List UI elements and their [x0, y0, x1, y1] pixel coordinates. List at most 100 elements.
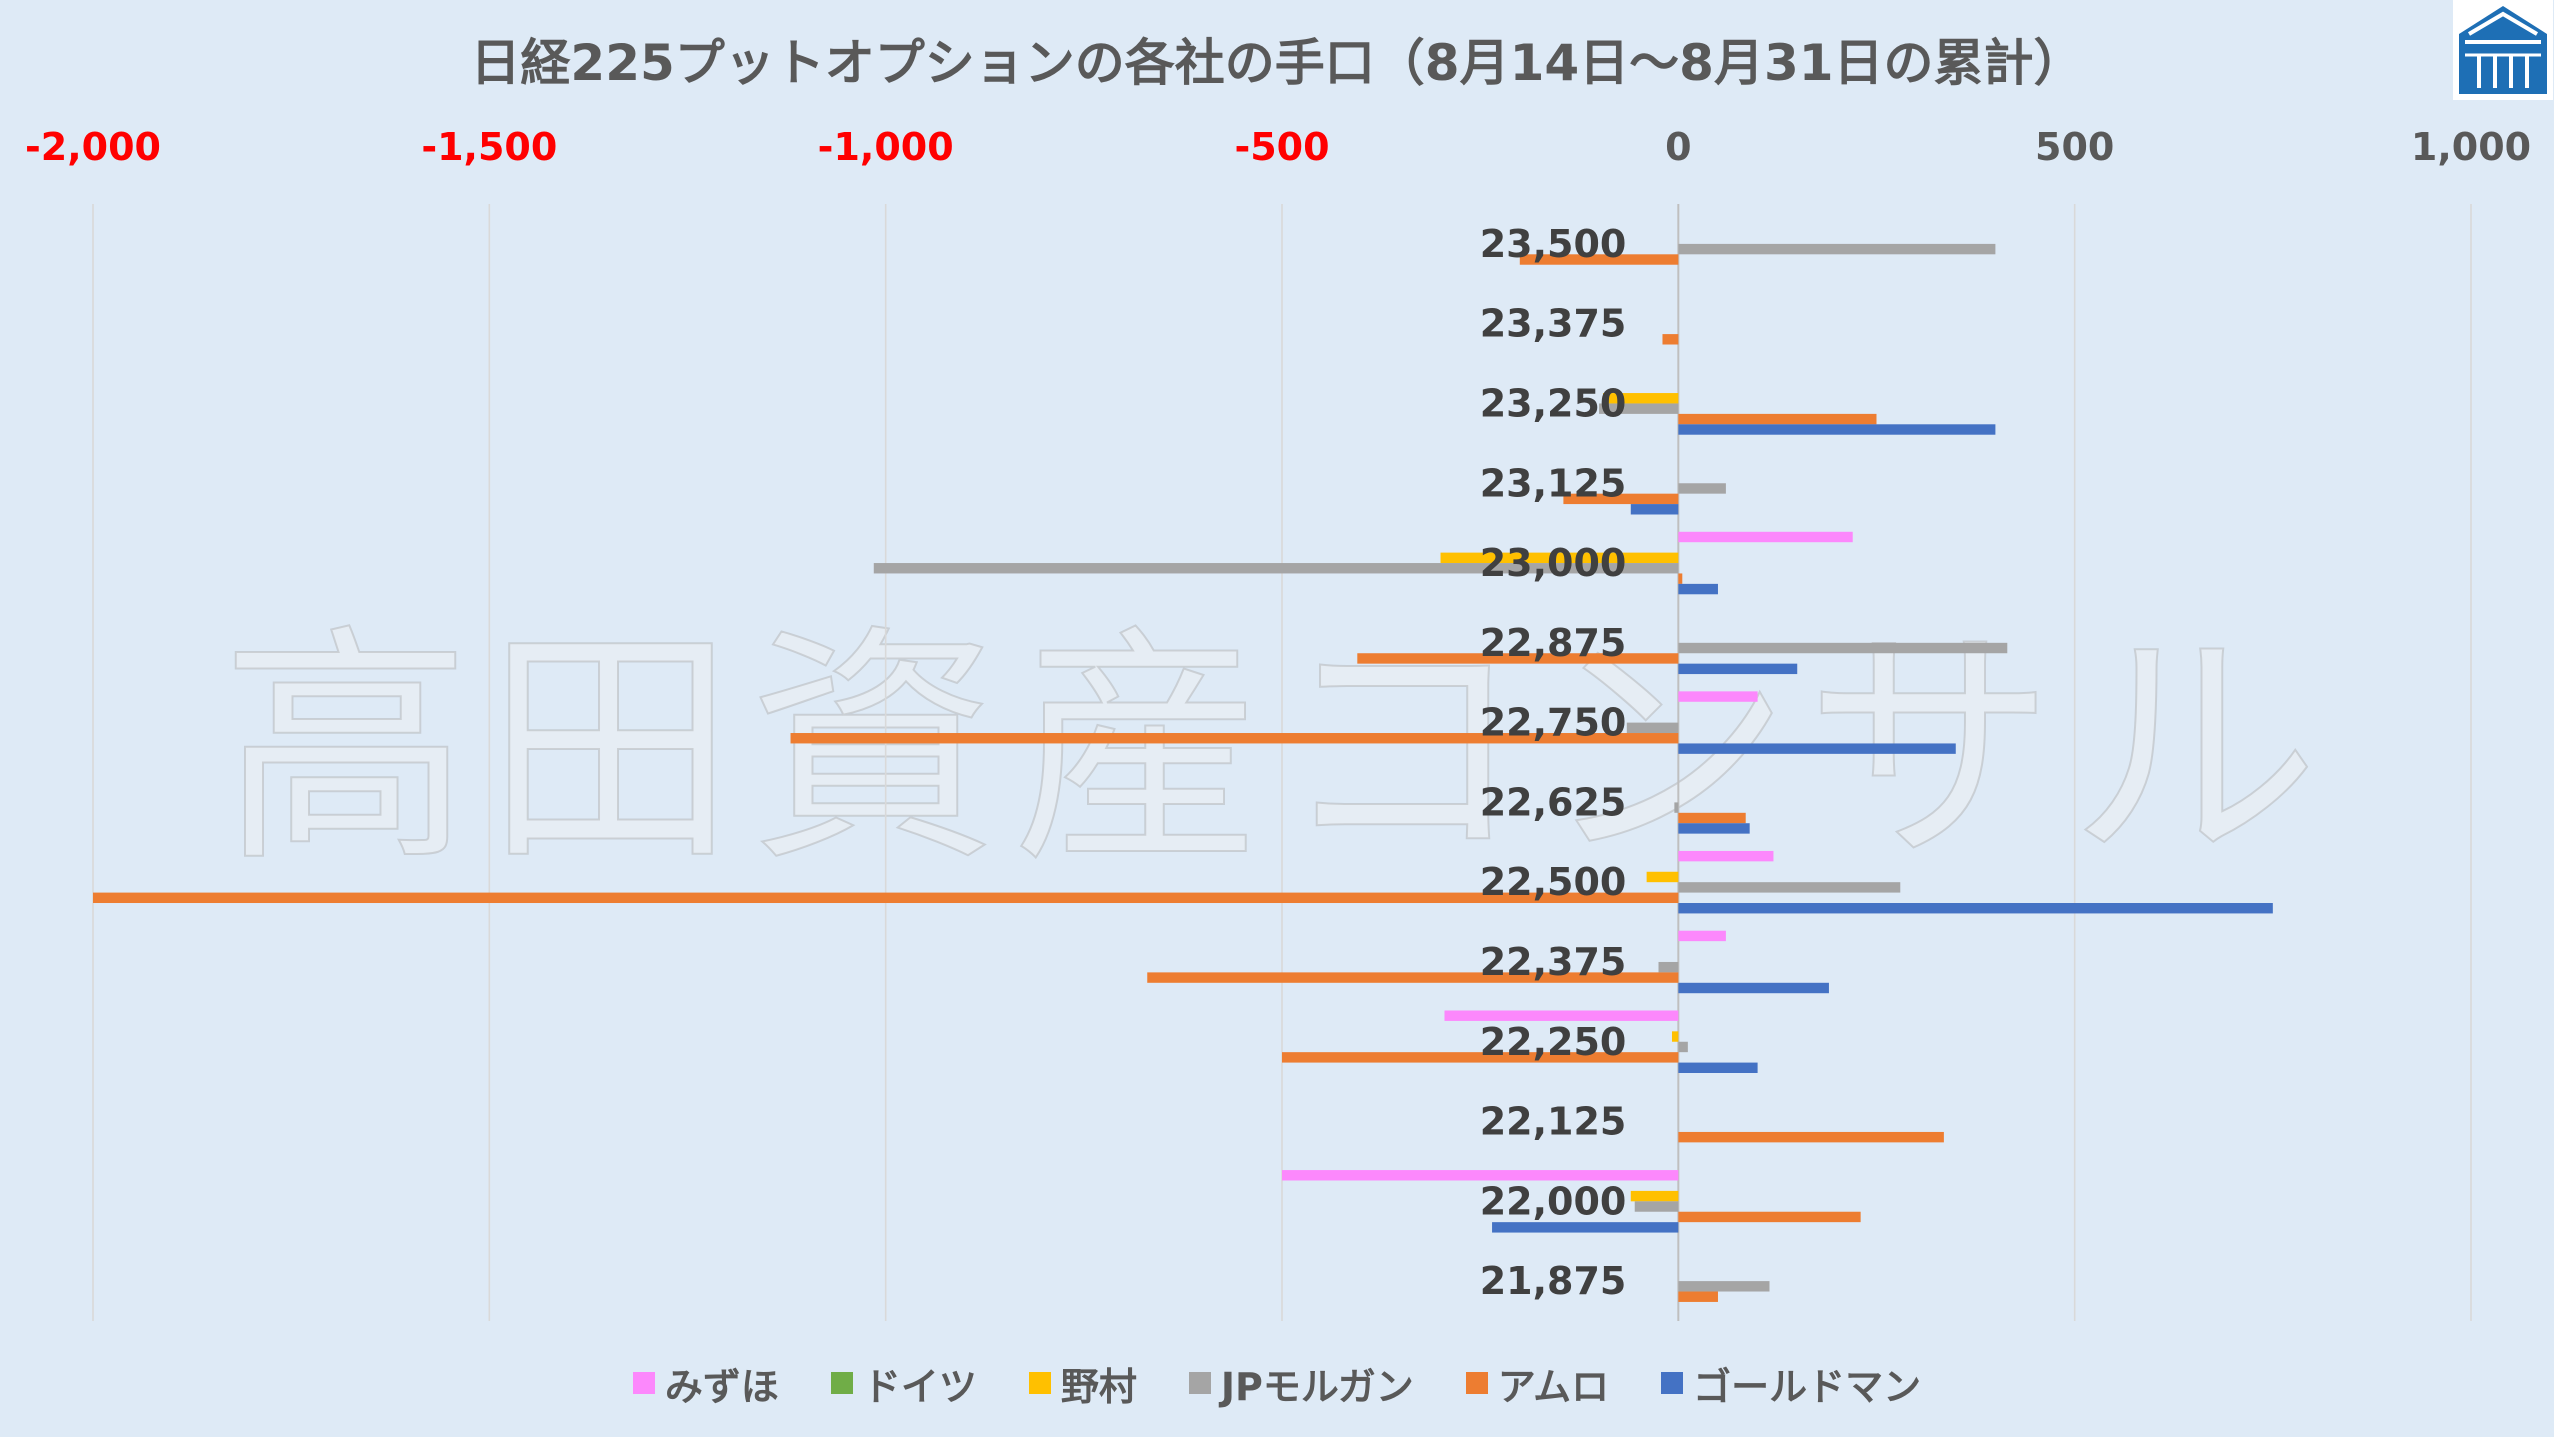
category-label: 23,125 [1480, 461, 1627, 505]
bar-goldman-6 [1678, 743, 1956, 754]
bar-mizuho-10 [1444, 1010, 1679, 1021]
bar-nomura-8 [1646, 871, 1679, 883]
bar-jpmorgan-3 [1678, 483, 1726, 494]
category-label: 22,875 [1480, 621, 1627, 665]
bar-mizuho-8 [1678, 850, 1774, 862]
legend-swatch-jpmorgan [1188, 1372, 1211, 1394]
category-label: 23,500 [1480, 222, 1627, 266]
logo [2453, 0, 2553, 100]
legend-item-mizuho: みずほ [632, 1356, 779, 1411]
bar-jpmorgan-2 [1599, 403, 1679, 414]
bar-nomura-12 [1630, 1190, 1679, 1202]
category-label: 22,625 [1480, 780, 1627, 824]
bar-goldman-3 [1630, 504, 1679, 515]
bar-jpmorgan-9 [1658, 961, 1679, 973]
legend-item-deutsche: ドイツ [830, 1356, 977, 1411]
series-nomura [1440, 393, 1679, 1202]
series-goldman [1492, 424, 2273, 1233]
legend-swatch-nomura [1028, 1372, 1051, 1394]
bar-mizuho-6 [1678, 691, 1758, 702]
bar-jpmorgan-4 [873, 563, 1679, 574]
bar-nomura-4 [1440, 552, 1679, 564]
bar-amro-0 [1519, 254, 1679, 265]
bar-amro-6 [790, 733, 1679, 744]
legend-swatch-deutsche [830, 1372, 853, 1394]
bar-mizuho-4 [1678, 531, 1853, 543]
bar-goldman-5 [1678, 663, 1798, 675]
bar-mizuho-9 [1678, 930, 1726, 942]
legend-item-goldman: ゴールドマン [1661, 1356, 1921, 1411]
series-mizuho [1282, 531, 1853, 1181]
category-label: 22,750 [1480, 701, 1627, 745]
legend-item-amro: アムロ [1465, 1356, 1610, 1411]
category-label: 22,250 [1480, 1020, 1627, 1064]
bar-goldman-4 [1678, 583, 1718, 595]
x-tick-label: -500 [1234, 125, 1329, 169]
bar-goldman-2 [1678, 424, 1996, 435]
bar-jpmorgan-8 [1678, 882, 1901, 893]
value-axis: -2,000 -1,500 -1,000 -500 0 500 1,000 [25, 125, 2531, 169]
bar-jpmorgan-12 [1634, 1201, 1679, 1212]
category-label: 21,875 [1480, 1259, 1627, 1303]
bar-goldman-7 [1678, 823, 1750, 834]
building-icon [2459, 6, 2547, 94]
x-tick-label: -1,500 [421, 125, 557, 169]
bars [93, 243, 2273, 1302]
legend-label-jpmorgan: JPモルガン [1220, 1364, 1414, 1409]
bar-amro-1 [1662, 334, 1679, 345]
chart-title: 日経225プットオプションの各社の手口（8月14日～8月31日の累計） [470, 34, 2084, 92]
bar-jpmorgan-5 [1678, 642, 2008, 654]
legend-item-jpmorgan: JPモルガン [1188, 1356, 1414, 1411]
bar-mizuho-12 [1282, 1170, 1679, 1181]
bar-nomura-10 [1671, 1031, 1679, 1042]
logo-roof-line [2467, 11, 2539, 36]
legend-label-goldman: ゴールドマン [1693, 1364, 1922, 1409]
bar-nomura-2 [1603, 393, 1679, 404]
bar-goldman-12 [1492, 1222, 1679, 1233]
bar-amro-4 [1678, 573, 1683, 584]
x-tick-label: 0 [1665, 125, 1691, 169]
legend-label-nomura: 野村 [1060, 1364, 1137, 1409]
category-label: 23,375 [1480, 302, 1627, 346]
bar-goldman-9 [1678, 982, 1829, 994]
legend-label-amro: アムロ [1497, 1364, 1610, 1409]
bar-goldman-8 [1678, 903, 2273, 914]
bar-amro-10 [1282, 1052, 1679, 1063]
bar-amro-12 [1678, 1211, 1861, 1223]
series-amro [93, 254, 1944, 1302]
category-label: 23,000 [1480, 541, 1627, 585]
bar-amro-11 [1678, 1131, 1944, 1143]
bar-jpmorgan-13 [1678, 1281, 1770, 1292]
category-axis: 23,500 23,375 23,250 23,125 23,000 22,875 22,7… [1480, 222, 1627, 1303]
bar-jpmorgan-0 [1678, 243, 1996, 255]
gridlines [92, 204, 2472, 1321]
category-label: 22,000 [1480, 1179, 1627, 1223]
bar-jpmorgan-6 [1626, 722, 1679, 734]
category-label: 22,375 [1480, 940, 1627, 984]
bar-amro-2 [1678, 413, 1877, 425]
bar-amro-8 [93, 892, 1679, 904]
legend-swatch-goldman [1661, 1372, 1684, 1394]
legend-item-nomura: 野村 [1028, 1356, 1137, 1411]
bar-amro-3 [1563, 493, 1679, 505]
x-tick-label: 1,000 [2411, 125, 2531, 169]
legend-label-deutsche: ドイツ [862, 1364, 977, 1409]
x-tick-label: -1,000 [818, 125, 954, 169]
legend: みずほ ドイツ 野村 JPモルガン アムロ ゴールドマン [0, 1356, 2554, 1411]
bar-jpmorgan-10 [1678, 1041, 1688, 1053]
bar-amro-13 [1678, 1291, 1718, 1302]
category-label: 22,125 [1480, 1100, 1627, 1144]
bar-amro-7 [1678, 812, 1746, 824]
x-tick-label: 500 [2035, 125, 2114, 169]
series-jpmorgan [873, 243, 2008, 1292]
category-label: 23,250 [1480, 381, 1627, 425]
bar-goldman-10 [1678, 1062, 1758, 1073]
legend-swatch-mizuho [632, 1372, 655, 1394]
bar-amro-9 [1147, 972, 1679, 983]
legend-swatch-amro [1465, 1372, 1488, 1394]
bar-jpmorgan-7 [1674, 802, 1679, 813]
x-tick-label: -2,000 [25, 125, 161, 169]
bar-amro-5 [1357, 653, 1679, 664]
